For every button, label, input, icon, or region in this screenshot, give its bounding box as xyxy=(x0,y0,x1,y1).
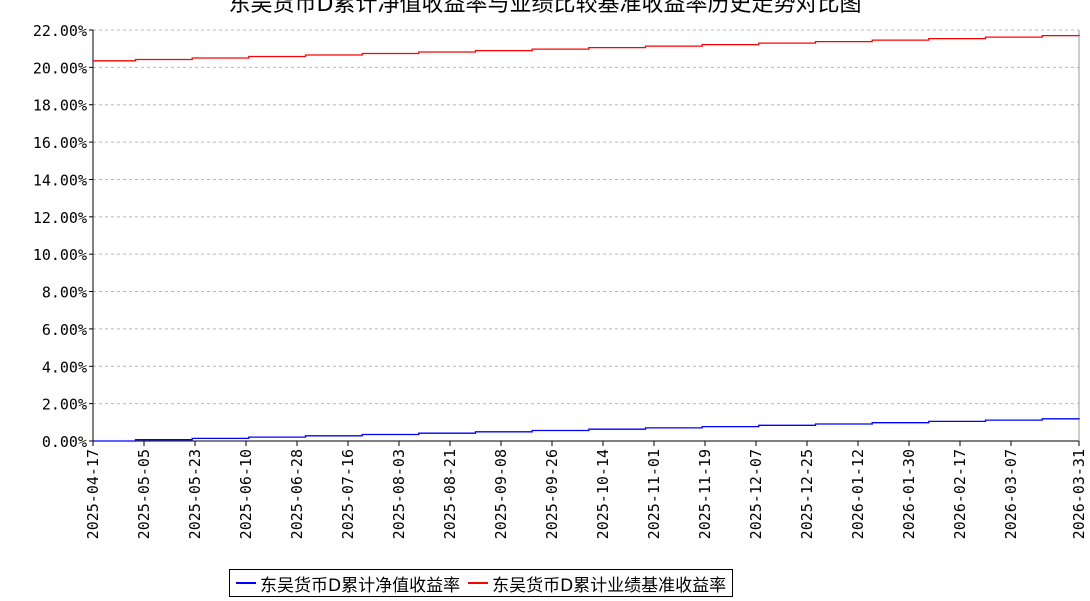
y-tick-label: 12.00% xyxy=(33,209,87,227)
x-tick-label: 2026-01-12 xyxy=(849,449,867,539)
y-tick-label: 16.00% xyxy=(33,134,87,152)
legend-label-nav: 东吴货币D累计净值收益率 xyxy=(260,575,461,596)
legend-swatch-nav xyxy=(236,582,256,584)
x-tick-label: 2026-03-31 xyxy=(1070,449,1088,539)
legend-item-benchmark: 东吴货币D累计业绩基准收益率 xyxy=(468,571,726,596)
y-tick-label: 6.00% xyxy=(42,321,87,339)
x-tick-label: 2025-05-23 xyxy=(186,449,204,539)
x-tick-label: 2025-08-21 xyxy=(441,449,459,539)
x-tick-label: 2025-07-16 xyxy=(339,449,357,539)
nav-return-line xyxy=(93,418,1080,442)
y-tick-label: 8.00% xyxy=(42,284,87,302)
x-tick-label: 2025-12-07 xyxy=(747,449,765,539)
x-tick-label: 2025-04-17 xyxy=(84,449,102,539)
y-tick-label: 2.00% xyxy=(42,396,87,414)
x-tick-label: 2026-03-07 xyxy=(1002,449,1020,539)
y-tick-label: 10.00% xyxy=(33,246,87,264)
y-tick-label: 18.00% xyxy=(33,97,87,115)
y-tick-label: 22.00% xyxy=(33,22,87,40)
legend-swatch-benchmark xyxy=(468,582,489,584)
x-tick-label: 2025-06-28 xyxy=(288,449,306,539)
y-tick-label: 4.00% xyxy=(42,358,87,376)
x-tick-label: 2025-10-14 xyxy=(594,449,612,539)
x-tick-label: 2025-09-26 xyxy=(543,449,561,539)
legend-item-nav: 东吴货币D累计净值收益率 xyxy=(236,571,460,596)
x-tick-label: 2025-12-25 xyxy=(798,449,816,539)
x-tick-label: 2025-11-01 xyxy=(645,449,663,539)
y-tick-label: 14.00% xyxy=(33,171,87,189)
x-tick-label: 2025-06-10 xyxy=(237,449,255,539)
x-tick-label: 2026-01-30 xyxy=(900,449,918,539)
x-tick-label: 2026-02-17 xyxy=(951,449,969,539)
y-tick-label: 20.00% xyxy=(33,59,87,77)
chart-legend: 东吴货币D累计净值收益率 东吴货币D累计业绩基准收益率 xyxy=(229,569,734,597)
benchmark-return-line xyxy=(93,34,1080,62)
x-tick-label: 2025-08-03 xyxy=(390,449,408,539)
x-tick-label: 2025-11-19 xyxy=(696,449,714,539)
y-tick-label: 0.00% xyxy=(42,433,87,451)
x-tick-label: 2025-05-05 xyxy=(135,449,153,539)
x-tick-label: 2025-09-08 xyxy=(492,449,510,539)
legend-label-benchmark: 东吴货币D累计业绩基准收益率 xyxy=(492,575,727,596)
chart-title: 东吴货币D累计净值收益率与业绩比较基准收益率历史走势对比图 xyxy=(228,0,862,17)
